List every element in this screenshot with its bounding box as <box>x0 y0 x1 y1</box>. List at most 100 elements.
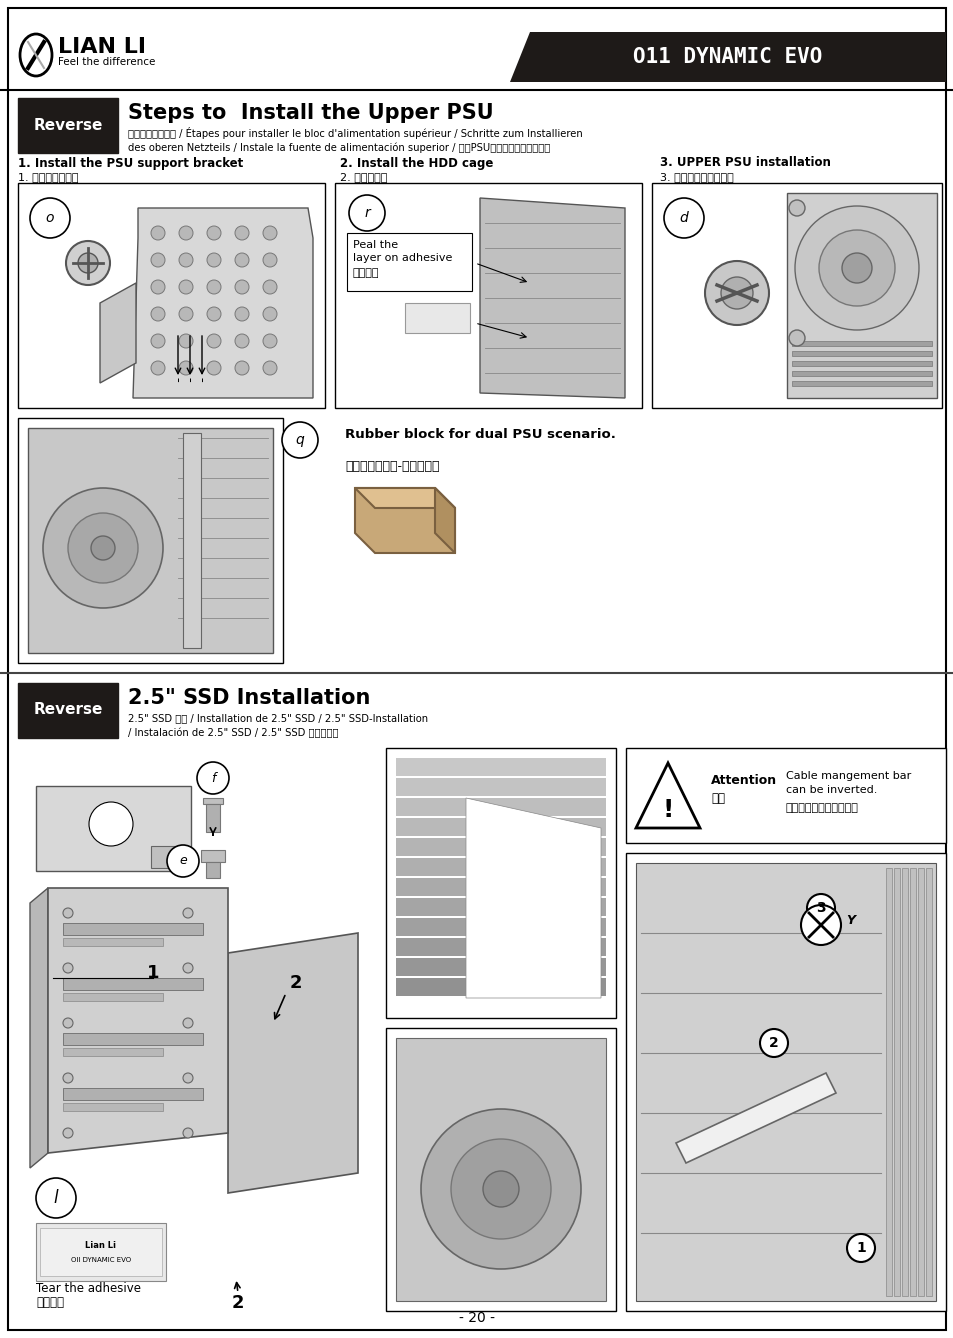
Circle shape <box>66 241 110 285</box>
Bar <box>183 434 201 648</box>
Circle shape <box>663 198 703 238</box>
Circle shape <box>207 334 221 348</box>
Text: 撕開背膠: 撕開背膠 <box>353 268 379 278</box>
Circle shape <box>234 280 249 294</box>
Circle shape <box>179 253 193 268</box>
Circle shape <box>207 306 221 321</box>
Text: 1. 安裝電源支擐架: 1. 安裝電源支擐架 <box>18 173 78 182</box>
Text: Tear the adhesive: Tear the adhesive <box>36 1282 141 1294</box>
Bar <box>395 918 605 937</box>
Circle shape <box>420 1109 580 1268</box>
Bar <box>395 898 605 917</box>
Text: Steps to  Install the Upper PSU: Steps to Install the Upper PSU <box>128 103 493 123</box>
Circle shape <box>30 198 70 238</box>
Circle shape <box>151 280 165 294</box>
Text: 3: 3 <box>816 900 825 915</box>
Text: layer on adhesive: layer on adhesive <box>353 253 452 264</box>
Circle shape <box>788 199 804 215</box>
Bar <box>395 818 605 836</box>
Text: 安裝上置電源步驟 / Étapes pour installer le bloc d'alimentation supérieur / Schritte zum: 安裝上置電源步驟 / Étapes pour installer le bloc… <box>128 127 582 139</box>
Bar <box>636 863 935 1301</box>
Circle shape <box>760 1029 787 1057</box>
Polygon shape <box>228 933 357 1193</box>
Circle shape <box>63 1128 73 1139</box>
Polygon shape <box>132 207 313 397</box>
Bar <box>18 98 118 153</box>
Bar <box>201 850 225 862</box>
Text: 安裝雙電源狀態-墊橡膠塊。: 安裝雙電源狀態-墊橡膠塊。 <box>345 460 439 474</box>
Text: Y: Y <box>845 914 854 927</box>
Bar <box>791 361 931 367</box>
Bar <box>36 785 191 871</box>
Circle shape <box>234 253 249 268</box>
Bar <box>917 868 923 1297</box>
Bar <box>395 858 605 876</box>
Bar <box>885 868 891 1297</box>
Bar <box>395 958 605 975</box>
Bar <box>651 183 941 408</box>
Circle shape <box>349 195 385 231</box>
Text: 2.5" SSD 安裝 / Installation de 2.5" SSD / 2.5" SSD-Installation: 2.5" SSD 安裝 / Installation de 2.5" SSD /… <box>128 713 428 723</box>
Circle shape <box>720 277 752 309</box>
Polygon shape <box>48 888 228 1153</box>
Text: Cable mangement bar: Cable mangement bar <box>785 771 910 781</box>
Circle shape <box>183 1128 193 1139</box>
Bar <box>395 938 605 955</box>
Polygon shape <box>355 488 455 508</box>
Bar <box>206 804 220 832</box>
Circle shape <box>196 763 229 793</box>
Circle shape <box>179 334 193 348</box>
Bar <box>18 183 325 408</box>
Polygon shape <box>30 888 48 1168</box>
Circle shape <box>207 253 221 268</box>
Text: / Instalación de 2.5" SSD / 2.5" SSD の取り付け: / Instalación de 2.5" SSD / 2.5" SSD の取り… <box>128 728 338 739</box>
Text: f: f <box>211 772 215 784</box>
Circle shape <box>263 334 276 348</box>
Polygon shape <box>465 797 600 998</box>
Bar <box>203 797 223 804</box>
Bar <box>625 748 945 843</box>
Circle shape <box>806 894 834 922</box>
Polygon shape <box>786 193 936 397</box>
Circle shape <box>179 361 193 375</box>
Bar <box>63 1088 203 1100</box>
Bar <box>40 1228 162 1276</box>
Text: 2.5" SSD Installation: 2.5" SSD Installation <box>128 688 370 708</box>
Circle shape <box>183 909 193 918</box>
Circle shape <box>282 421 317 458</box>
Circle shape <box>234 306 249 321</box>
Text: Reverse: Reverse <box>33 118 103 132</box>
Bar <box>63 978 203 990</box>
Bar <box>63 1033 203 1045</box>
Bar <box>893 868 899 1297</box>
Text: Rubber block for dual PSU scenario.: Rubber block for dual PSU scenario. <box>345 428 616 442</box>
Text: l: l <box>53 1189 58 1207</box>
Circle shape <box>704 261 768 325</box>
Circle shape <box>151 253 165 268</box>
Bar <box>395 878 605 896</box>
Circle shape <box>234 334 249 348</box>
Polygon shape <box>510 32 945 82</box>
Text: 2: 2 <box>768 1036 778 1050</box>
Bar <box>347 233 472 290</box>
Circle shape <box>234 226 249 240</box>
Bar <box>151 846 189 868</box>
Bar <box>63 1048 163 1056</box>
Circle shape <box>151 361 165 375</box>
Text: 3. UPPER PSU installation: 3. UPPER PSU installation <box>659 157 830 170</box>
Bar <box>901 868 907 1297</box>
Circle shape <box>846 1234 874 1262</box>
Text: 2: 2 <box>232 1294 244 1313</box>
Text: 2: 2 <box>290 974 302 991</box>
Circle shape <box>207 280 221 294</box>
Text: d: d <box>679 211 688 225</box>
Text: 1: 1 <box>147 963 159 982</box>
Text: Attention: Attention <box>710 773 777 787</box>
Circle shape <box>482 1171 518 1207</box>
Circle shape <box>179 306 193 321</box>
Text: !: ! <box>661 797 673 822</box>
Circle shape <box>43 488 163 607</box>
Circle shape <box>151 226 165 240</box>
Circle shape <box>179 280 193 294</box>
Circle shape <box>263 306 276 321</box>
